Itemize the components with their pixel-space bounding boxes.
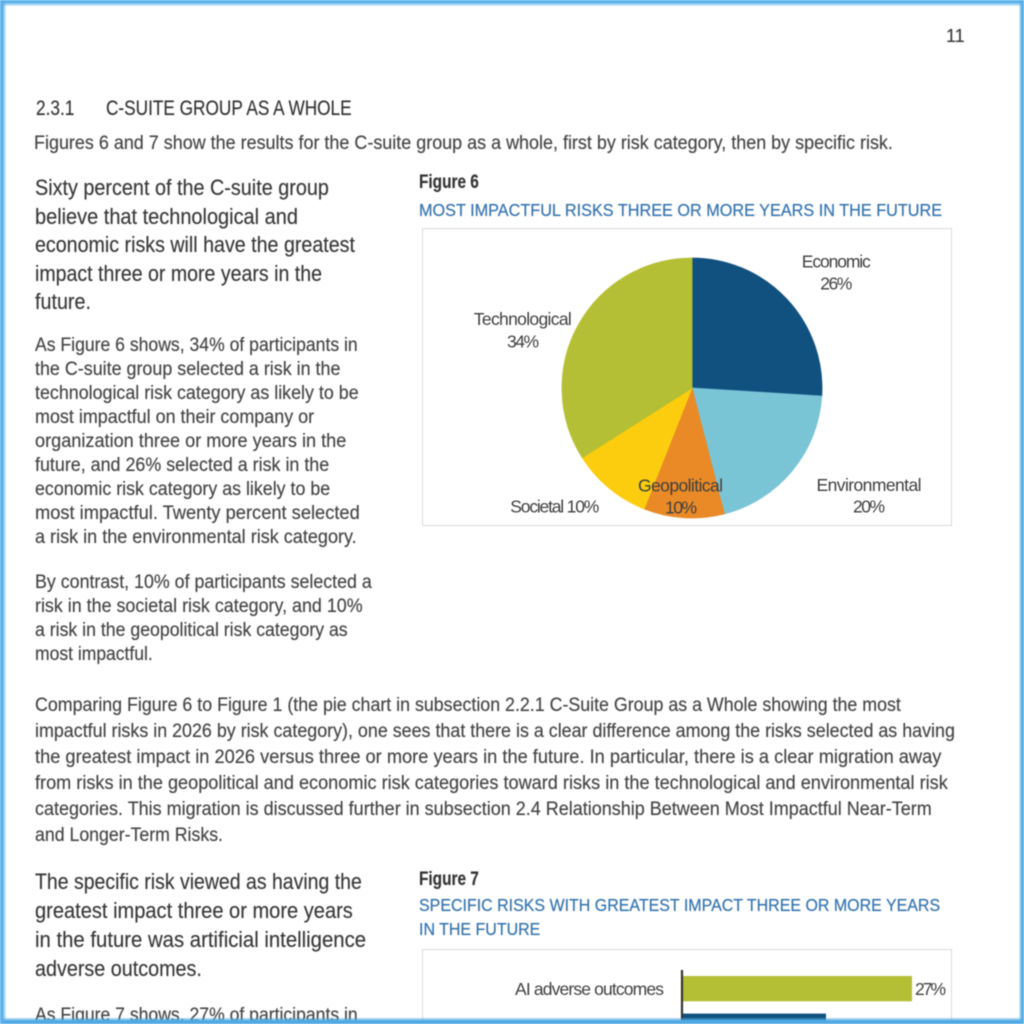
svg-text:26%: 26%: [820, 274, 852, 294]
svg-text:Environmental: Environmental: [817, 475, 922, 495]
svg-text:20%: 20%: [853, 496, 885, 516]
svg-text:Economic: Economic: [802, 252, 871, 272]
svg-text:AI adverse outcomes: AI adverse outcomes: [515, 979, 664, 999]
svg-text:Geopolitical: Geopolitical: [638, 476, 723, 496]
svg-text:Technological: Technological: [474, 309, 572, 329]
svg-text:Societal 10%: Societal 10%: [510, 497, 599, 517]
svg-text:10%: 10%: [665, 498, 697, 518]
svg-text:34%: 34%: [507, 332, 539, 352]
svg-text:27%: 27%: [915, 979, 946, 999]
